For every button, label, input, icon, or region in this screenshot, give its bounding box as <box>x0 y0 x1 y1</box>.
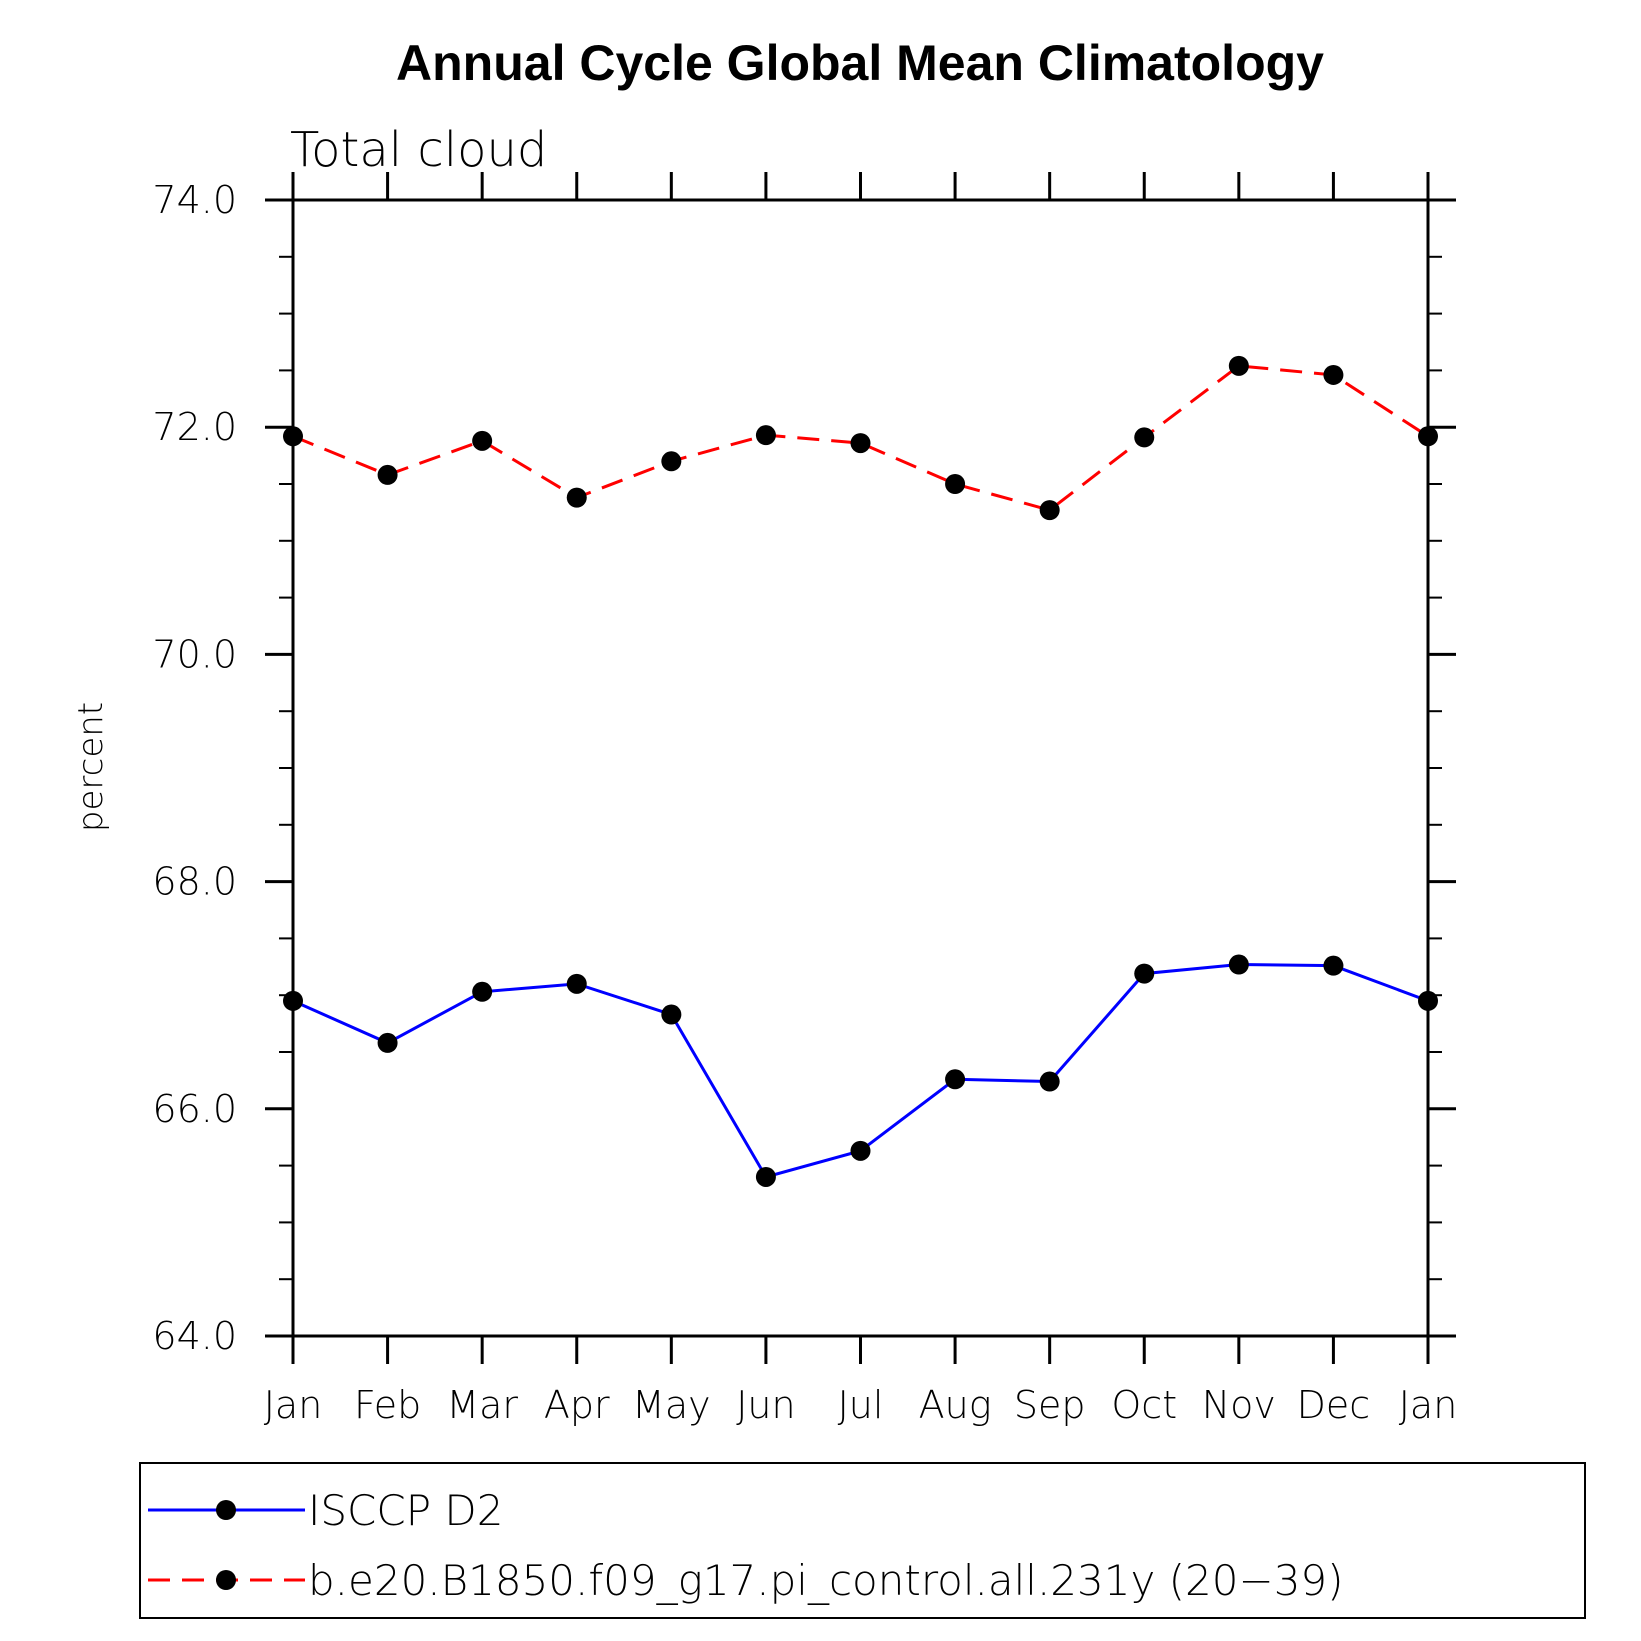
x-tick-label: Aug <box>919 1383 992 1427</box>
x-tick-label: Dec <box>1297 1383 1371 1427</box>
series-2-point <box>1134 427 1155 448</box>
series-2-point <box>850 433 871 454</box>
series-1-point <box>945 1069 966 1090</box>
x-tick-label: Sep <box>1014 1383 1086 1427</box>
series-1-point <box>377 1032 398 1053</box>
series-1-point <box>1228 954 1249 975</box>
series-2-point <box>1039 500 1060 521</box>
x-tick-label: Jan <box>1399 1383 1458 1427</box>
x-tick-label: Nov <box>1202 1383 1276 1427</box>
x-tick-labels: Jan Feb Mar Apr May Jun Jul Aug Sep Oct Nov Dec Jan <box>264 1383 1458 1427</box>
y-tick-label: 68.0 <box>152 860 237 904</box>
legend-label-2: b.e20.B1850.f09_g17.pi_control.all.231y … <box>308 1556 1344 1605</box>
plot-frame <box>291 198 1430 1338</box>
legend: ISCCP D2 b.e20.B1850.f09_g17.pi_control.a… <box>148 1486 1344 1605</box>
y-tick-labels: 64.0 66.0 68.0 70.0 72.0 74.0 <box>152 178 237 1358</box>
x-tick-label: Apr <box>544 1383 610 1427</box>
series-2-point <box>1418 426 1438 447</box>
chart-title: Annual Cycle Global Mean Climatology <box>396 35 1324 91</box>
x-tick-label: Oct <box>1111 1383 1177 1427</box>
series-2-point <box>283 426 303 447</box>
y-tick-label: 64.0 <box>152 1314 237 1358</box>
x-tick-label: May <box>632 1383 711 1427</box>
series-2-point <box>1228 355 1249 376</box>
series-1-point <box>1039 1071 1060 1092</box>
legend-box <box>139 1462 1586 1619</box>
series-1-point <box>1418 990 1438 1011</box>
series-1-point <box>1134 963 1155 984</box>
series-group <box>283 355 1438 1187</box>
y-tick-label: 72.0 <box>152 405 237 449</box>
series-1-point <box>755 1166 776 1187</box>
x-tick-label: Jul <box>838 1383 884 1427</box>
series-2-point <box>566 487 587 508</box>
y-tick-label: 66.0 <box>152 1087 237 1131</box>
series-2-point <box>377 464 398 485</box>
series-1-point <box>472 981 493 1002</box>
series-2-point <box>1323 364 1344 385</box>
y-tick-label: 74.0 <box>152 178 237 222</box>
x-tick-label: Jan <box>264 1383 323 1427</box>
series-2-point <box>755 425 776 446</box>
series-1-point <box>283 990 303 1011</box>
x-tick-label: Jun <box>736 1383 795 1427</box>
x-tick-label: Feb <box>354 1383 421 1427</box>
series-2-point <box>472 430 493 451</box>
series-1-point <box>850 1140 871 1161</box>
series-2-point <box>945 474 966 494</box>
y-axis-label: percent <box>71 702 111 832</box>
series-1-point <box>566 973 587 994</box>
legend-label-1: ISCCP D2 <box>308 1486 503 1535</box>
y-tick-label: 70.0 <box>152 632 237 676</box>
legend-marker-2 <box>216 1570 236 1590</box>
series-1-point <box>661 1004 682 1025</box>
series-1-point <box>1323 955 1344 976</box>
axis-ticks <box>265 172 1456 1364</box>
series-2-point <box>661 451 682 472</box>
legend-marker-1 <box>216 1500 236 1520</box>
x-tick-label: Mar <box>446 1383 518 1427</box>
chart-subtitle: Total cloud <box>290 122 547 178</box>
